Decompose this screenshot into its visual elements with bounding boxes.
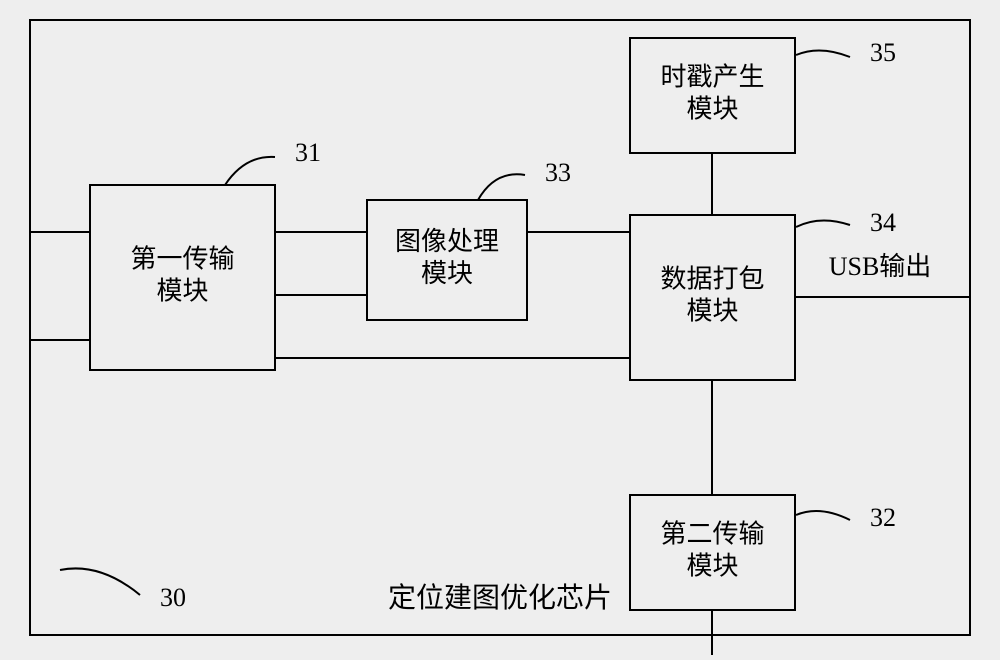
box-pack-label-0: 数据打包 (660, 264, 764, 293)
box-tx1-label-0: 第一传输 (130, 244, 234, 273)
box-tx2-refnum: 32 (870, 503, 896, 532)
box-ts-refnum: 35 (870, 38, 896, 67)
box-tx2-label-1: 模块 (686, 551, 738, 580)
box-img-refnum: 33 (545, 158, 571, 187)
box-tx1-label-1: 模块 (156, 276, 208, 305)
box-pack-refnum: 34 (870, 208, 896, 237)
chip-title: 定位建图优化芯片 (388, 582, 612, 614)
box-tx2-label-0: 第二传输 (660, 519, 764, 548)
box-img-label-1: 模块 (421, 259, 473, 288)
box-ts-label-0: 时戳产生 (660, 62, 764, 91)
canvas-background (0, 0, 1000, 660)
box-img-label-0: 图像处理 (395, 227, 499, 256)
box-ts-label-1: 模块 (686, 94, 738, 123)
usb-output-label: USB输出 (829, 252, 932, 281)
box-pack-label-1: 模块 (686, 296, 738, 325)
box-tx1-refnum: 31 (295, 138, 321, 167)
chip-refnum: 30 (160, 583, 186, 612)
